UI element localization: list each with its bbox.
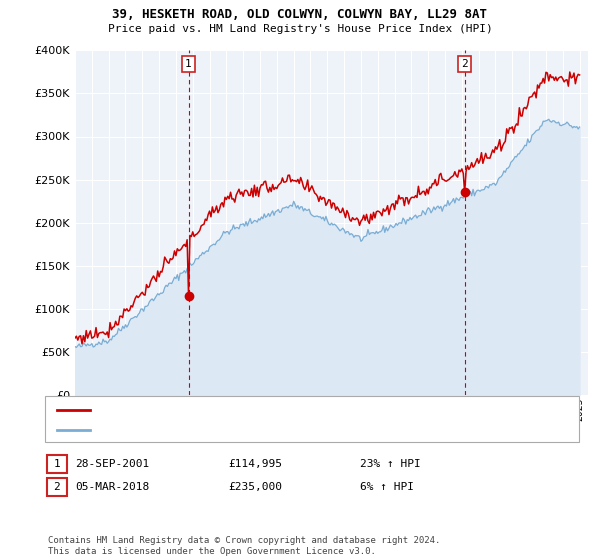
Text: £114,995: £114,995 xyxy=(228,459,282,469)
Text: 05-MAR-2018: 05-MAR-2018 xyxy=(75,482,149,492)
Text: 28-SEP-2001: 28-SEP-2001 xyxy=(75,459,149,469)
Text: Price paid vs. HM Land Registry's House Price Index (HPI): Price paid vs. HM Land Registry's House … xyxy=(107,24,493,34)
Text: 1: 1 xyxy=(53,459,61,469)
Text: 39, HESKETH ROAD, OLD COLWYN, COLWYN BAY, LL29 8AT: 39, HESKETH ROAD, OLD COLWYN, COLWYN BAY… xyxy=(113,8,487,21)
Text: Contains HM Land Registry data © Crown copyright and database right 2024.
This d: Contains HM Land Registry data © Crown c… xyxy=(48,536,440,556)
Text: 39, HESKETH ROAD, OLD COLWYN, COLWYN BAY, LL29 8AT (detached house): 39, HESKETH ROAD, OLD COLWYN, COLWYN BAY… xyxy=(95,405,488,416)
Text: 6% ↑ HPI: 6% ↑ HPI xyxy=(360,482,414,492)
Text: £235,000: £235,000 xyxy=(228,482,282,492)
Text: 2: 2 xyxy=(461,59,468,69)
Text: 23% ↑ HPI: 23% ↑ HPI xyxy=(360,459,421,469)
Text: 2: 2 xyxy=(53,482,61,492)
Text: 1: 1 xyxy=(185,59,192,69)
Text: HPI: Average price, detached house, Conwy: HPI: Average price, detached house, Conw… xyxy=(95,424,335,435)
